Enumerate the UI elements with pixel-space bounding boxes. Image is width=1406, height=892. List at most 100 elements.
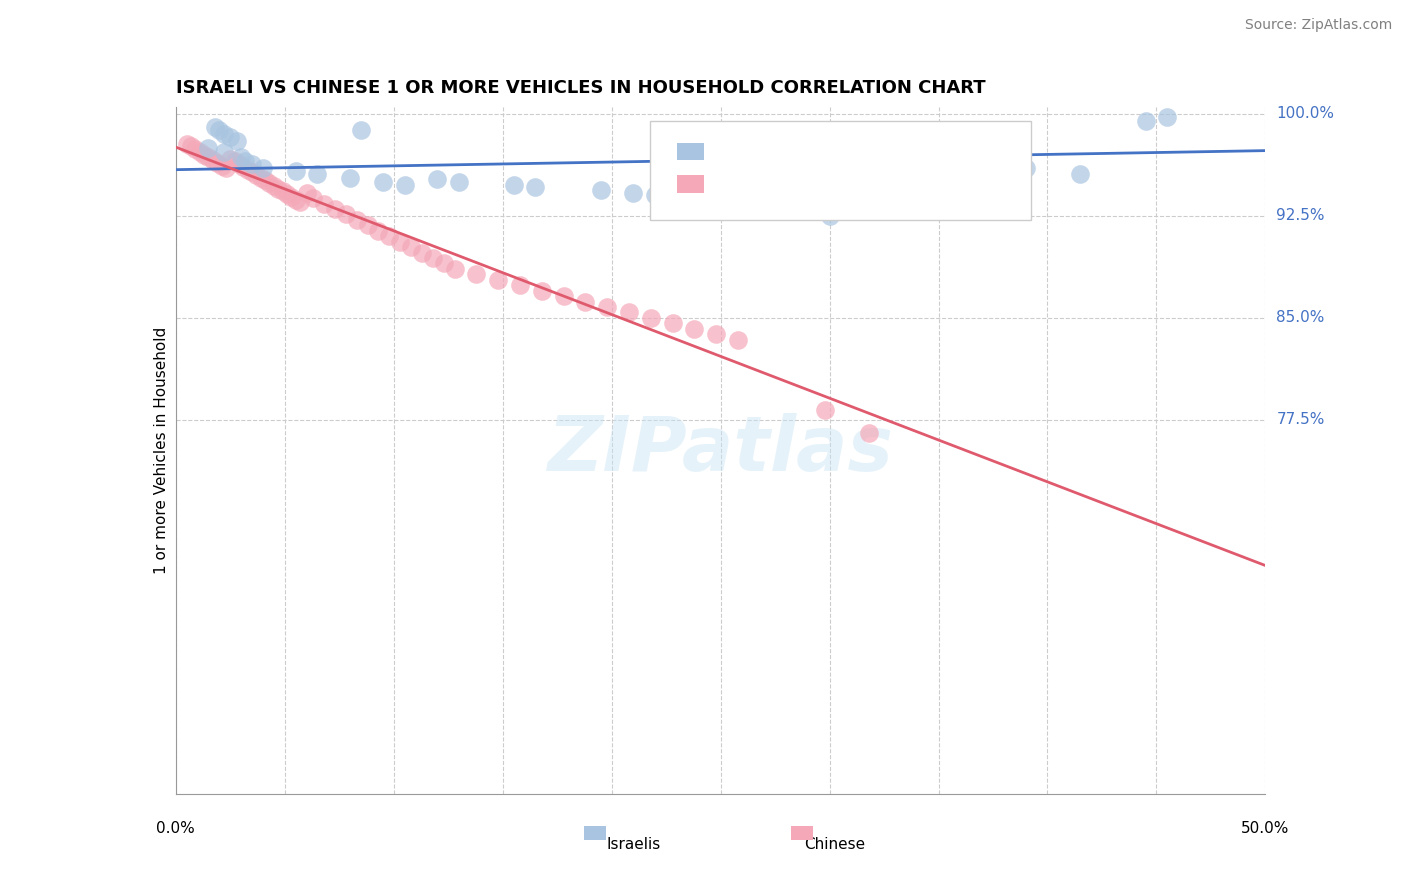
Point (312, 196, 335, 211)
Point (509, 278, 531, 293)
Point (259, 176, 281, 190)
Point (231, 150, 253, 164)
Point (720, 175, 742, 189)
Point (399, 240, 422, 254)
Point (378, 229, 401, 244)
Point (263, 178, 285, 193)
Point (232, 160, 254, 174)
Point (465, 268, 488, 282)
Point (356, 219, 378, 233)
Point (236, 162, 259, 177)
Point (224, 154, 246, 169)
Point (205, 156, 228, 170)
Point (225, 134, 247, 148)
Bar (585, 826, 606, 840)
Point (228, 157, 250, 171)
Point (661, 316, 683, 330)
Text: 92.5%: 92.5% (1277, 209, 1324, 223)
Point (193, 147, 215, 161)
Point (346, 213, 368, 227)
Point (254, 173, 277, 187)
Point (284, 164, 307, 178)
Point (617, 305, 640, 319)
Point (323, 202, 346, 216)
Point (280, 190, 302, 204)
Point (212, 127, 235, 141)
Bar (678, 143, 704, 161)
Text: N = 35: N = 35 (884, 143, 942, 161)
Point (350, 123, 373, 137)
Point (188, 145, 211, 159)
Point (807, 178, 830, 192)
Point (235, 154, 257, 169)
Point (447, 175, 470, 189)
Point (814, 403, 837, 417)
Point (302, 191, 325, 205)
Point (197, 150, 219, 164)
Point (1069, 167, 1091, 181)
Point (184, 142, 207, 156)
Text: R = 0.405: R = 0.405 (724, 143, 807, 161)
Bar (792, 826, 813, 840)
Point (683, 322, 706, 336)
Point (240, 157, 263, 171)
Point (841, 180, 863, 194)
Point (295, 186, 318, 200)
Text: Source: ZipAtlas.com: Source: ZipAtlas.com (1244, 18, 1392, 32)
Text: N = 57: N = 57 (884, 175, 942, 193)
Point (204, 120, 226, 135)
Point (394, 178, 416, 192)
Text: ZIPatlas: ZIPatlas (547, 414, 894, 487)
Text: R = 0.240: R = 0.240 (724, 175, 807, 193)
Point (284, 193, 307, 207)
Point (443, 261, 465, 276)
Point (524, 180, 547, 194)
Point (252, 161, 274, 176)
Point (389, 235, 412, 249)
Point (574, 294, 596, 309)
Point (267, 181, 290, 195)
Point (288, 195, 311, 210)
Point (176, 136, 198, 151)
Point (727, 333, 749, 347)
Point (589, 183, 612, 197)
Text: 0.0%: 0.0% (156, 822, 195, 837)
Text: 77.5%: 77.5% (1277, 412, 1324, 427)
Point (276, 187, 298, 202)
Point (180, 139, 202, 153)
Point (422, 251, 444, 265)
Point (240, 165, 263, 179)
Point (197, 141, 219, 155)
Point (249, 170, 271, 185)
Point (644, 188, 666, 202)
Text: ISRAELI VS CHINESE 1 OR MORE VEHICLES IN HOUSEHOLD CORRELATION CHART: ISRAELI VS CHINESE 1 OR MORE VEHICLES IN… (176, 79, 986, 97)
Point (1135, 113, 1157, 128)
Point (208, 123, 231, 137)
Point (502, 178, 524, 192)
Text: Israelis: Israelis (606, 838, 661, 852)
Point (426, 172, 449, 186)
Point (818, 209, 841, 223)
Point (530, 284, 553, 298)
Point (339, 170, 361, 185)
Point (271, 185, 294, 199)
Point (486, 273, 509, 287)
Point (411, 245, 433, 260)
Bar (678, 176, 704, 193)
Point (335, 207, 357, 221)
FancyBboxPatch shape (650, 120, 1031, 220)
Text: 50.0%: 50.0% (1241, 822, 1289, 837)
Point (1015, 161, 1038, 176)
Point (201, 153, 224, 167)
Point (367, 224, 389, 238)
Point (215, 161, 238, 176)
Point (371, 175, 394, 189)
Text: 85.0%: 85.0% (1277, 310, 1324, 326)
Point (433, 256, 456, 270)
Y-axis label: 1 or more Vehicles in Household: 1 or more Vehicles in Household (153, 326, 169, 574)
Point (704, 327, 727, 342)
Text: 100.0%: 100.0% (1277, 106, 1334, 121)
Point (1156, 110, 1178, 124)
Point (219, 152, 242, 166)
Point (212, 145, 235, 159)
